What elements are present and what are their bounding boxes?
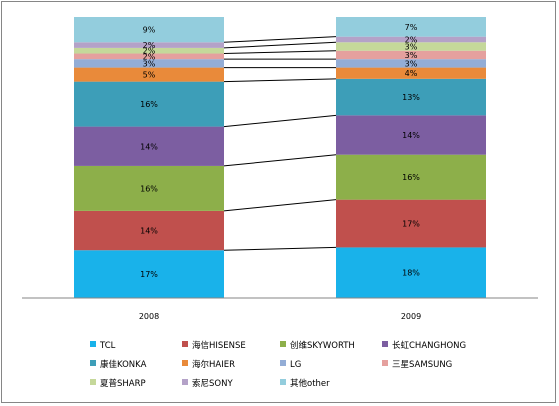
category-label: 2008 [139, 312, 159, 321]
data-label: 9% [143, 26, 156, 35]
legend-swatch [382, 341, 388, 347]
series-line [223, 41, 337, 49]
legend-label: 海尔HAIER [192, 359, 235, 370]
legend-swatch [280, 360, 286, 366]
legend-swatch [280, 379, 286, 385]
legend-label: 三星SAMSUNG [392, 360, 452, 370]
legend-item: 康佳KONKA [90, 359, 147, 370]
legend-label: 索尼SONY [192, 378, 233, 389]
series-line [223, 36, 337, 43]
bar-segment [336, 42, 486, 51]
series-line [223, 199, 337, 212]
bar-segment [336, 247, 486, 298]
series-line [223, 246, 337, 251]
data-label: 3% [143, 59, 156, 68]
data-label: 16% [140, 100, 158, 109]
legend-swatch [90, 360, 96, 366]
legend-item: TCL [90, 341, 116, 351]
bar-segment [74, 250, 224, 298]
data-label: 5% [143, 71, 156, 80]
series-line [223, 154, 337, 167]
data-label: 2% [143, 41, 156, 50]
data-label: 3% [405, 43, 418, 52]
bar-segment [336, 17, 486, 37]
bar-segment [336, 67, 486, 79]
bar-segment [74, 17, 224, 43]
data-label: 2% [143, 52, 156, 61]
legend-item: 其他other [280, 378, 330, 389]
bar-segment [336, 59, 486, 68]
data-label: 2% [143, 47, 156, 56]
data-label: 14% [140, 227, 158, 236]
legend-swatch [382, 360, 388, 366]
data-label: 3% [405, 59, 418, 68]
data-label: 14% [402, 131, 420, 140]
legend-item: 索尼SONY [182, 378, 233, 389]
bar-segment [74, 47, 224, 54]
bars [74, 17, 486, 298]
legend: TCL 海信HISENSE 创维SKYWORTH 长虹CHANGHONG 康佳KONKA… [90, 340, 466, 389]
legend-label: 其他other [290, 378, 330, 389]
legend-label: TCL [99, 341, 116, 351]
data-label: 17% [140, 270, 158, 279]
bar-segment [336, 50, 486, 60]
legend-swatch [90, 379, 96, 385]
legend-label: 海信HISENSE [192, 340, 246, 351]
legend-swatch [182, 360, 188, 366]
series-line [223, 50, 337, 55]
legend-swatch [280, 341, 286, 347]
legend-item: 三星SAMSUNG [382, 360, 452, 370]
bar-segment [74, 53, 224, 60]
bar-segment [74, 210, 224, 251]
series-line [223, 114, 337, 128]
data-label: 3% [405, 51, 418, 60]
data-label: 13% [402, 93, 420, 102]
bar-segment [74, 59, 224, 68]
bar-segment [74, 67, 224, 82]
legend-item: 长虹CHANGHONG [382, 340, 466, 351]
category-labels: 2008 2009 [139, 312, 421, 321]
legend-swatch [182, 341, 188, 347]
data-label: 4% [405, 69, 418, 78]
legend-item: 海信HISENSE [182, 340, 246, 351]
data-label: 14% [140, 142, 158, 151]
bar-segment [336, 78, 486, 116]
legend-label: LG [290, 360, 301, 370]
data-label: 17% [402, 220, 420, 229]
data-label: 18% [402, 269, 420, 278]
legend-label: 康佳KONKA [100, 359, 147, 370]
legend-label: 夏普SHARP [100, 378, 146, 389]
segment-labels: 17%14%16%14%16%5%3%2%2%2%9%18%17%16%14%1… [140, 23, 420, 279]
data-label: 2% [405, 35, 418, 44]
series-line [223, 78, 337, 83]
bar-segment [74, 81, 224, 127]
data-label: 16% [140, 184, 158, 193]
data-label: 7% [405, 23, 418, 32]
bar-segment [336, 36, 486, 43]
legend-item: LG [280, 360, 301, 370]
bar-segment [336, 199, 486, 248]
bar-segment [74, 126, 224, 166]
legend-item: 海尔HAIER [182, 359, 235, 370]
legend-label: 长虹CHANGHONG [392, 340, 466, 351]
bar-segment [336, 115, 486, 155]
legend-item: 创维SKYWORTH [280, 340, 355, 351]
bar-segment [74, 165, 224, 211]
data-label: 16% [402, 173, 420, 182]
legend-item: 夏普SHARP [90, 378, 146, 389]
series-lines [223, 36, 337, 251]
category-label: 2009 [401, 312, 421, 321]
bar-segment [336, 154, 486, 200]
legend-label: 创维SKYWORTH [290, 340, 355, 351]
legend-swatch [90, 341, 96, 347]
bar-segment [74, 42, 224, 48]
legend-swatch [182, 379, 188, 385]
